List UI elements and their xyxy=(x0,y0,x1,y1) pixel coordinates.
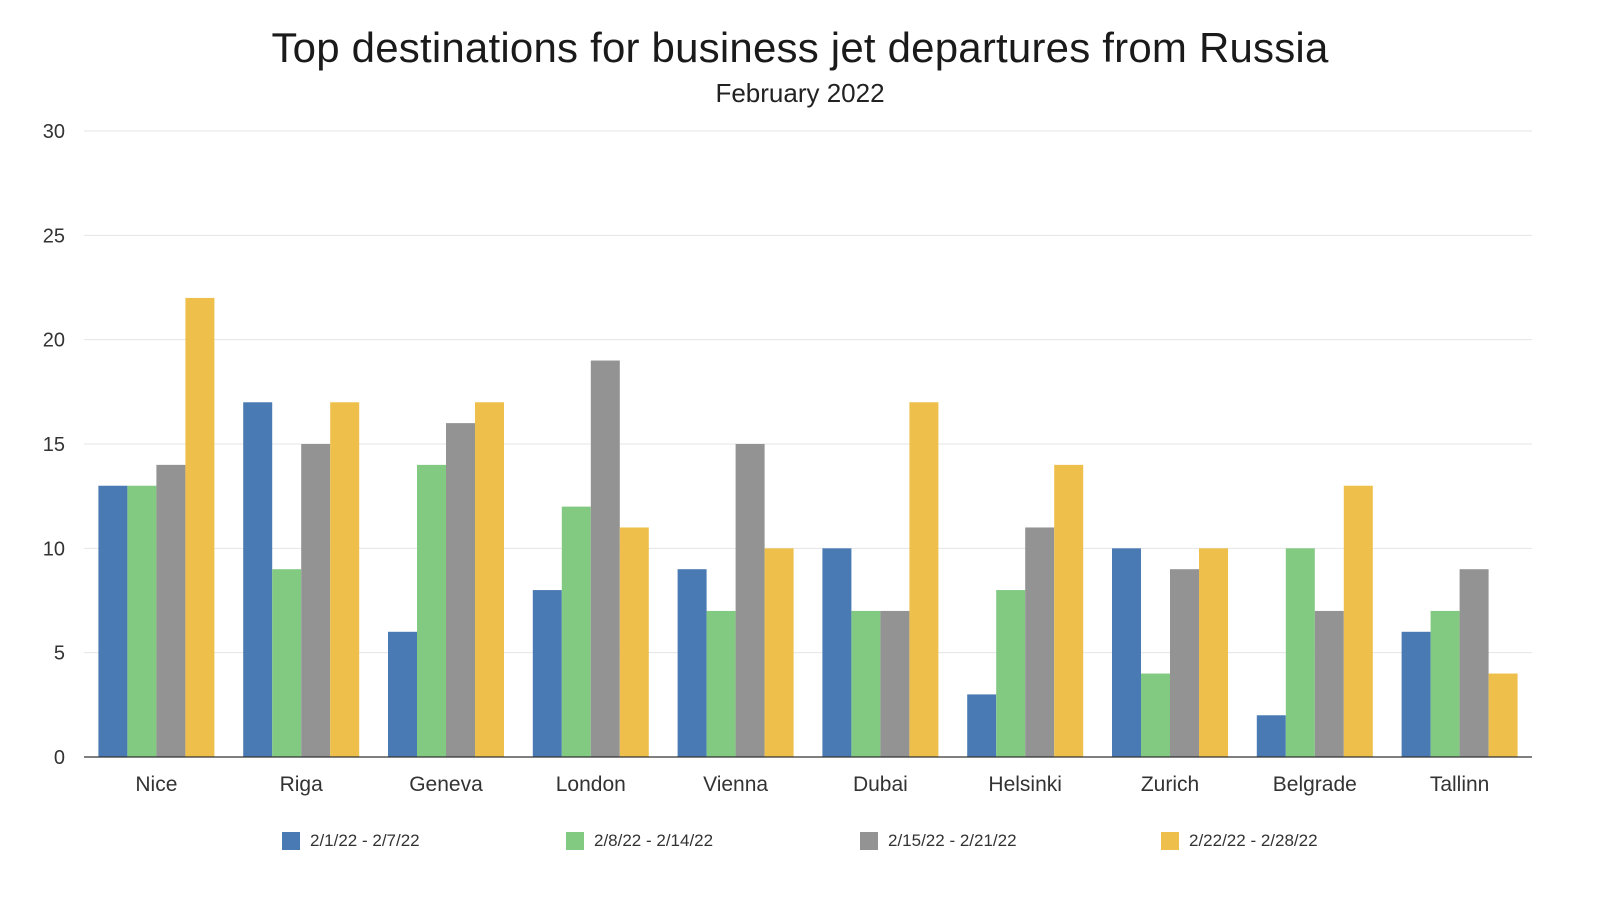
legend-swatch xyxy=(1161,832,1179,850)
chart-subtitle: February 2022 xyxy=(715,78,885,108)
legend-swatch xyxy=(566,832,584,850)
bar-vienna-series-4 xyxy=(764,548,794,757)
chart-title: Top destinations for business jet depart… xyxy=(271,24,1329,71)
y-tick-label: 0 xyxy=(54,747,65,769)
bar-belgrade-series-4 xyxy=(1343,485,1373,757)
x-tick-label: London xyxy=(556,773,626,796)
y-axis-ticks: 0 5 10 15 20 25 30 xyxy=(43,121,65,769)
bar-nice-series-2 xyxy=(127,485,157,757)
bar-riga-series-4 xyxy=(330,402,360,757)
bar-riga-series-3 xyxy=(301,444,331,757)
x-tick-label: Tallinn xyxy=(1430,773,1490,796)
bar-geneva-series-4 xyxy=(475,402,504,757)
y-tick-label: 25 xyxy=(43,225,65,247)
y-tick-label: 20 xyxy=(43,330,65,352)
legend-swatch xyxy=(860,832,878,850)
x-tick-label: Dubai xyxy=(853,773,908,796)
x-tick-label: Geneva xyxy=(409,773,483,796)
legend-label: 2/22/22 - 2/28/22 xyxy=(1189,831,1318,850)
bar-belgrade-series-3 xyxy=(1314,610,1344,757)
legend-swatch xyxy=(282,832,300,850)
bar-dubai-series-4 xyxy=(909,402,939,757)
bar-nice-series-3 xyxy=(156,464,186,757)
x-tick-label: Riga xyxy=(280,773,324,796)
bar-helsinki-series-4 xyxy=(1054,464,1084,757)
bar-nice-series-4 xyxy=(185,297,215,757)
x-tick-label: Zurich xyxy=(1141,773,1199,796)
bar-zurich-series-1 xyxy=(1112,548,1141,757)
bar-vienna-series-2 xyxy=(706,610,736,757)
bar-belgrade-series-2 xyxy=(1285,548,1315,757)
x-tick-label: Helsinki xyxy=(988,773,1062,796)
bar-london-series-2 xyxy=(561,506,591,757)
bar-belgrade-series-1 xyxy=(1256,715,1286,757)
bar-zurich-series-3 xyxy=(1170,569,1199,757)
x-tick-label: Vienna xyxy=(703,773,768,796)
bar-helsinki-series-3 xyxy=(1025,527,1055,757)
bar-vienna-series-1 xyxy=(677,569,707,757)
bar-london-series-3 xyxy=(590,360,620,757)
x-tick-label: Belgrade xyxy=(1273,773,1357,796)
bar-helsinki-series-2 xyxy=(996,590,1026,757)
bar-helsinki-series-1 xyxy=(967,694,997,757)
y-tick-label: 5 xyxy=(54,643,65,665)
bar-zurich-series-2 xyxy=(1141,673,1170,757)
bar-tallinn-series-1 xyxy=(1401,631,1431,757)
legend: 2/1/22 - 2/7/22 2/8/22 - 2/14/22 2/15/22 -… xyxy=(0,830,1600,854)
bar-geneva-series-3 xyxy=(446,423,475,757)
y-tick-label: 10 xyxy=(43,538,65,560)
bar-riga-series-2 xyxy=(272,569,302,757)
x-axis-ticks: Nice Riga Geneva London Vienna Dubai Helsinki Z… xyxy=(135,773,1489,796)
legend-item: 2/15/22 - 2/21/22 xyxy=(860,830,1017,852)
x-tick-label: Nice xyxy=(135,773,177,796)
legend-label: 2/8/22 - 2/14/22 xyxy=(594,831,714,850)
bar-dubai-series-3 xyxy=(880,610,910,757)
bar-tallinn-series-2 xyxy=(1430,610,1460,757)
bars xyxy=(98,297,1518,757)
bar-vienna-series-3 xyxy=(735,444,765,757)
y-tick-label: 15 xyxy=(43,434,65,456)
legend-label: 2/15/22 - 2/21/22 xyxy=(888,831,1017,850)
bar-tallinn-series-4 xyxy=(1488,673,1518,757)
bar-london-series-4 xyxy=(619,527,649,757)
bar-london-series-1 xyxy=(532,590,562,757)
bar-geneva-series-1 xyxy=(388,631,417,757)
bar-tallinn-series-3 xyxy=(1459,569,1489,757)
bar-nice-series-1 xyxy=(98,485,128,757)
y-tick-label: 30 xyxy=(43,121,65,143)
legend-item: 2/22/22 - 2/28/22 xyxy=(1161,830,1318,852)
bar-dubai-series-1 xyxy=(822,548,852,757)
bar-geneva-series-2 xyxy=(417,464,446,757)
bar-riga-series-1 xyxy=(243,402,273,757)
bar-dubai-series-2 xyxy=(851,610,881,757)
legend-label: 2/1/22 - 2/7/22 xyxy=(310,831,420,850)
legend-item: 2/1/22 - 2/7/22 xyxy=(282,830,420,852)
legend-item: 2/8/22 - 2/14/22 xyxy=(566,830,713,852)
bar-zurich-series-4 xyxy=(1199,548,1228,757)
